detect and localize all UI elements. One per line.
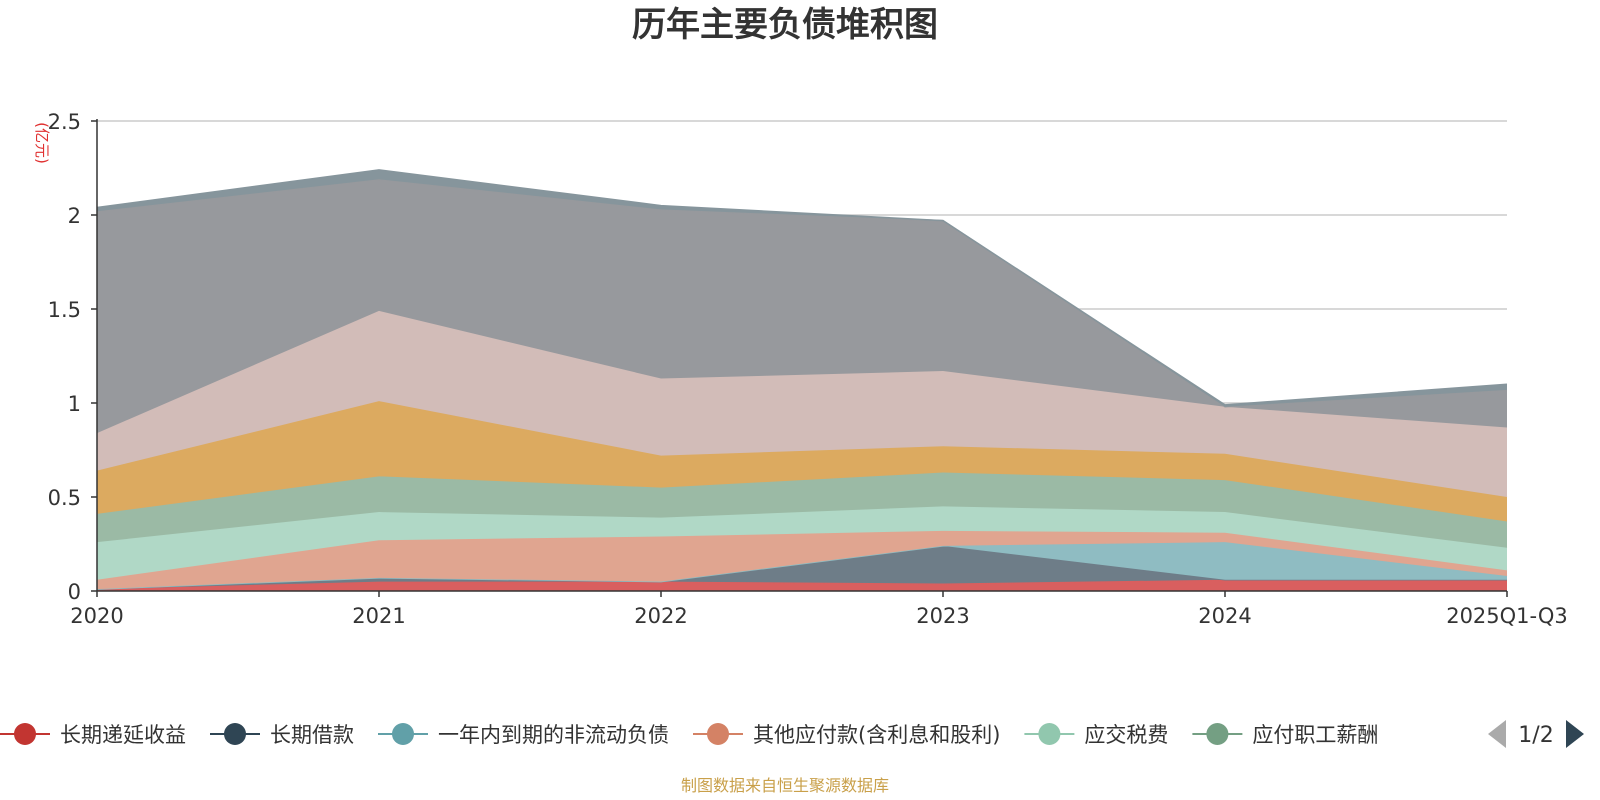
x-tick-label: 2024 bbox=[1198, 604, 1251, 628]
legend-label: 长期递延收益 bbox=[60, 723, 186, 747]
legend-marker bbox=[14, 723, 36, 745]
series-line-9 bbox=[96, 169, 1508, 406]
chart-title: 历年主要负债堆积图 bbox=[632, 5, 938, 45]
legend-marker bbox=[1038, 723, 1061, 745]
area-1 bbox=[97, 545, 1507, 590]
legend-item[interactable]: 长期递延收益 bbox=[0, 723, 186, 747]
legend-label: 应付职工薪酬 bbox=[1252, 723, 1378, 747]
y-tick-label: 0 bbox=[68, 580, 81, 604]
y-tick-label: 0.5 bbox=[48, 486, 81, 510]
x-tick-label: 2025Q1-Q3 bbox=[1446, 604, 1568, 628]
y-axis-unit: (亿元) bbox=[33, 122, 51, 164]
legend-marker bbox=[392, 723, 414, 745]
y-tick-label: 2 bbox=[68, 204, 81, 228]
legend-prev-arrow-icon[interactable] bbox=[1488, 720, 1506, 748]
legend: 长期递延收益 长期借款 一年内到期的非流动负债 其他应付款(含利息和股利) 应交税费 应付… bbox=[0, 720, 1584, 748]
x-tick-label: 2020 bbox=[70, 604, 123, 628]
area-4 bbox=[97, 506, 1507, 580]
area-series bbox=[96, 169, 1508, 591]
legend-page-indicator: 1/2 bbox=[1518, 723, 1553, 748]
legend-marker bbox=[707, 723, 729, 745]
legend-marker bbox=[1206, 723, 1229, 745]
legend-item[interactable]: 应付职工薪酬 bbox=[1192, 723, 1378, 747]
area-7 bbox=[97, 310, 1507, 497]
x-tick-label: 2022 bbox=[634, 604, 687, 628]
legend-item[interactable]: 长期借款 bbox=[210, 723, 354, 747]
legend-label: 长期借款 bbox=[270, 723, 354, 747]
x-tick-label: 2021 bbox=[352, 604, 405, 628]
area-2 bbox=[97, 542, 1507, 590]
y-tick-label: 1 bbox=[68, 392, 81, 416]
legend-item[interactable]: 应交税费 bbox=[1024, 723, 1168, 747]
legend-label: 应交税费 bbox=[1084, 723, 1168, 747]
data-source-note: 制图数据来自恒生聚源数据库 bbox=[681, 776, 889, 795]
y-tick-label: 1.5 bbox=[48, 298, 81, 322]
area-3 bbox=[97, 530, 1507, 590]
x-tick-label: 2023 bbox=[916, 604, 969, 628]
legend-marker bbox=[224, 723, 246, 745]
area-8 bbox=[97, 179, 1507, 434]
area-9 bbox=[97, 169, 1507, 407]
legend-label: 其他应付款(含利息和股利) bbox=[753, 723, 1000, 747]
axes: 0 0.5 1 1.5 2 2.5 2020 2021 2022 2023 2024 2025Q1-Q… bbox=[48, 110, 1568, 628]
legend-item[interactable]: 其他应付款(含利息和股利) bbox=[693, 723, 1000, 747]
legend-items: 长期递延收益 长期借款 一年内到期的非流动负债 其他应付款(含利息和股利) 应交税费 应付… bbox=[0, 723, 1378, 747]
legend-label: 一年内到期的非流动负债 bbox=[438, 723, 669, 747]
area-5 bbox=[97, 472, 1507, 548]
area-0 bbox=[97, 579, 1507, 591]
area-6 bbox=[97, 401, 1507, 522]
legend-next-arrow-icon[interactable] bbox=[1566, 720, 1584, 748]
legend-item[interactable]: 一年内到期的非流动负债 bbox=[378, 723, 669, 747]
y-tick-label: 2.5 bbox=[48, 110, 81, 134]
